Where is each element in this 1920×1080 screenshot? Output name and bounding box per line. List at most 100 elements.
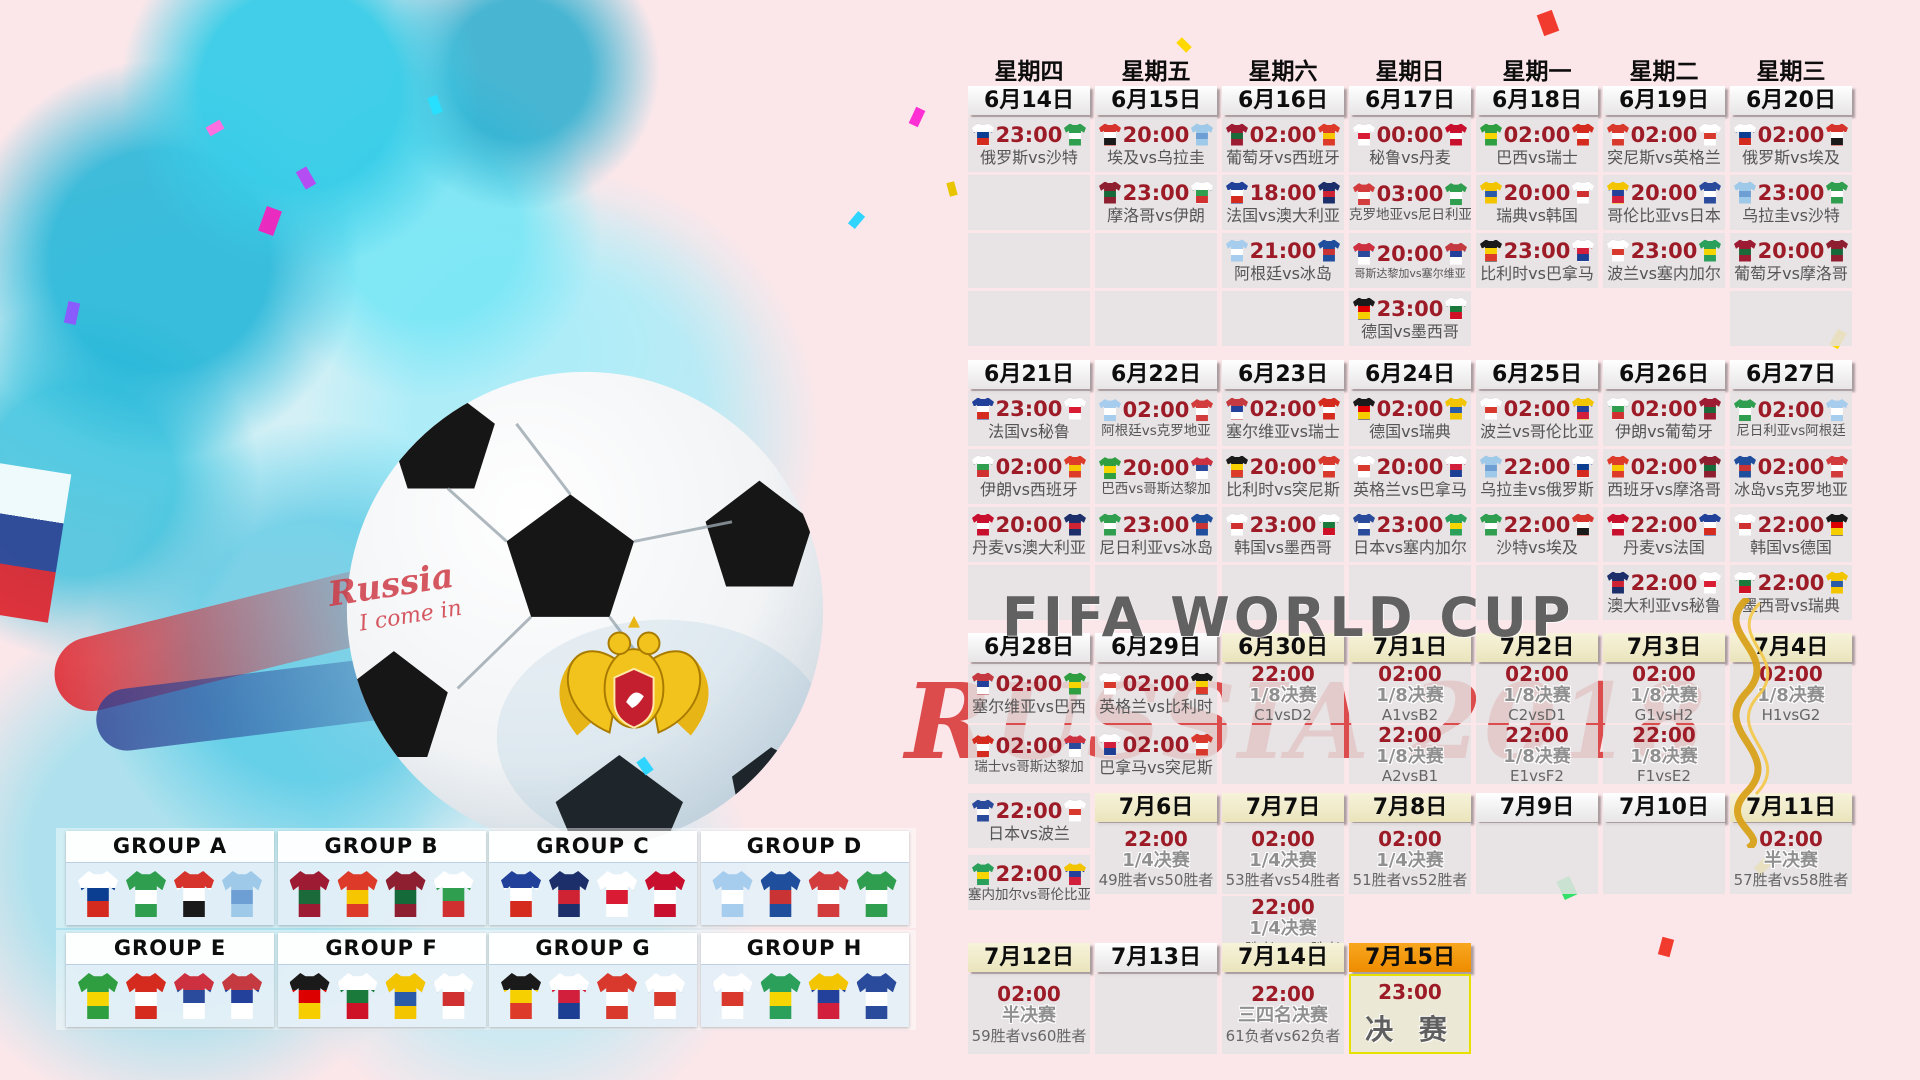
- match-time: 02:00: [1503, 396, 1571, 421]
- team-jersey-icon: [1734, 513, 1756, 536]
- empty-cell: [1603, 823, 1725, 894]
- group-panel: GROUP H: [700, 933, 909, 1027]
- group-jerseys: [277, 964, 486, 1027]
- team-jersey-icon: [1190, 457, 1213, 480]
- match-time: 20:00: [1122, 122, 1190, 147]
- match-cell: 22:00 韩国vs德国: [1730, 507, 1852, 562]
- match-teams-label: 乌拉圭vs俄罗斯: [1480, 479, 1594, 499]
- gold-tinsel-decoration: [1732, 598, 1770, 848]
- match-top-row: 02:00: [1730, 122, 1852, 148]
- match-teams-label: 乌拉圭vs沙特: [1742, 205, 1840, 225]
- knockout-pairing: C2vsD1: [1508, 706, 1566, 725]
- match-teams-label: 韩国vs德国: [1750, 537, 1832, 557]
- match-time: 18:00: [1249, 180, 1317, 205]
- knockout-stage: 1/4决赛: [1249, 849, 1317, 871]
- match-teams-label: 克罗地亚vs尼日利亚: [1349, 207, 1471, 224]
- knockout-stage: 1/8决赛: [1503, 745, 1571, 767]
- team-jersey-icon: [1063, 397, 1086, 420]
- match-time: 22:00: [1757, 570, 1825, 595]
- match-top-row: 22:00: [968, 861, 1090, 887]
- match-top-row: 02:00: [1095, 732, 1217, 758]
- match-teams-label: 俄罗斯vs沙特: [980, 147, 1078, 167]
- match-teams-label: 塞内加尔vs哥伦比亚: [968, 887, 1090, 904]
- team-jersey-icon: [1353, 183, 1375, 206]
- team-jersey-icon: [808, 973, 849, 1019]
- match-cell: 23:00 尼日利亚vs冰岛: [1095, 507, 1217, 562]
- team-jersey-icon: [597, 973, 637, 1019]
- team-jersey-icon: [1607, 397, 1629, 420]
- match-time: 02:00: [1122, 732, 1190, 757]
- team-jersey-icon: [1698, 181, 1721, 204]
- match-teams-label: 英格兰vs巴拿马: [1353, 479, 1467, 499]
- date-header: 6月30日: [1222, 633, 1344, 662]
- date-header: 7月14日: [1222, 943, 1344, 972]
- team-jersey-icon: [1353, 455, 1375, 478]
- date-header: 7月7日: [1222, 793, 1344, 822]
- match-top-row: 20:00: [1349, 241, 1471, 267]
- match-top-row: 03:00: [1349, 181, 1471, 207]
- knockout-stage: 决 赛: [1365, 1012, 1455, 1046]
- team-jersey-icon: [1190, 399, 1213, 422]
- team-jersey-icon: [1698, 239, 1721, 262]
- team-jersey-icon: [856, 871, 897, 917]
- team-jersey-icon: [1734, 239, 1756, 262]
- match-top-row: 21:00: [1222, 238, 1344, 264]
- weekday-label: 星期六: [1248, 59, 1318, 85]
- match-teams-label: 哥伦比亚vs日本: [1607, 205, 1721, 225]
- team-jersey-icon: [1825, 513, 1848, 536]
- match-top-row: 02:00: [1730, 454, 1852, 480]
- date-header: 6月21日: [968, 360, 1090, 389]
- group-label: GROUP C: [489, 831, 697, 862]
- date-header: 6月26日: [1603, 360, 1725, 389]
- group-panel: GROUP C: [489, 831, 697, 925]
- match-top-row: 23:00: [1603, 238, 1725, 264]
- knockout-stage: 三四名决赛: [1238, 1005, 1328, 1027]
- team-jersey-icon: [1226, 239, 1248, 262]
- match-top-row: 02:00: [968, 733, 1090, 759]
- team-jersey-icon: [1226, 455, 1248, 478]
- group-jerseys: [700, 862, 909, 925]
- match-cell: 22:00 澳大利亚vs秘鲁: [1603, 565, 1725, 620]
- match-top-row: 20:00: [1095, 455, 1217, 481]
- match-top-row: 22:00: [1603, 570, 1725, 596]
- match-top-row: 20:00: [1349, 454, 1471, 480]
- match-cell: 02:00 伊朗vs葡萄牙: [1603, 391, 1725, 446]
- date-header: 7月1日: [1349, 633, 1471, 662]
- knockout-pairing: 57胜者vs58胜者: [1733, 871, 1849, 890]
- team-jersey-icon: [1063, 735, 1086, 758]
- match-cell: 20:00 埃及vs乌拉圭: [1095, 117, 1217, 172]
- match-time: 20:00: [1249, 454, 1317, 479]
- group-label: GROUP D: [700, 831, 909, 862]
- match-time: 02:00: [1249, 396, 1317, 421]
- match-teams-label: 葡萄牙vs西班牙: [1226, 147, 1340, 167]
- group-jerseys: [277, 862, 486, 925]
- match-teams-label: 法国vs澳大利亚: [1226, 205, 1340, 225]
- match-top-row: 02:00: [1603, 396, 1725, 422]
- match-cell: 23:00 乌拉圭vs沙特: [1730, 175, 1852, 230]
- team-jersey-icon: [1480, 455, 1502, 478]
- knockout-pairing: G1vsH2: [1634, 706, 1694, 725]
- knockout-pairing: 49胜者vs50胜者: [1098, 871, 1214, 890]
- match-time: 02:00: [1757, 398, 1825, 423]
- team-jersey-icon: [1317, 239, 1340, 262]
- team-jersey-icon: [1571, 239, 1594, 262]
- team-jersey-icon: [501, 871, 541, 917]
- empty-cell: [1222, 565, 1344, 620]
- knockout-pairing: H1vsG2: [1761, 706, 1821, 725]
- empty-cell: [968, 175, 1090, 230]
- weekday-label: 星期三: [1756, 59, 1826, 85]
- match-time: 02:00: [1757, 122, 1825, 147]
- knockout-cell: 22:00 1/4决赛 49胜者vs50胜者: [1095, 823, 1217, 894]
- group-jerseys: [489, 862, 697, 925]
- team-jersey-icon: [433, 973, 474, 1019]
- match-cell: 02:00 巴拿马vs突尼斯: [1095, 725, 1217, 784]
- match-time: 00:00: [1376, 122, 1444, 147]
- match-teams-label: 日本vs波兰: [988, 823, 1070, 843]
- match-teams-label: 波兰vs塞内加尔: [1607, 263, 1721, 283]
- match-cell: 20:00 巴西vs哥斯达黎加: [1095, 449, 1217, 504]
- knockout-time: 02:00: [997, 982, 1061, 1007]
- team-jersey-icon: [1571, 513, 1594, 536]
- match-teams-label: 伊朗vs葡萄牙: [1615, 421, 1713, 441]
- date-header: 7月6日: [1095, 793, 1217, 822]
- team-jersey-icon: [1317, 513, 1340, 536]
